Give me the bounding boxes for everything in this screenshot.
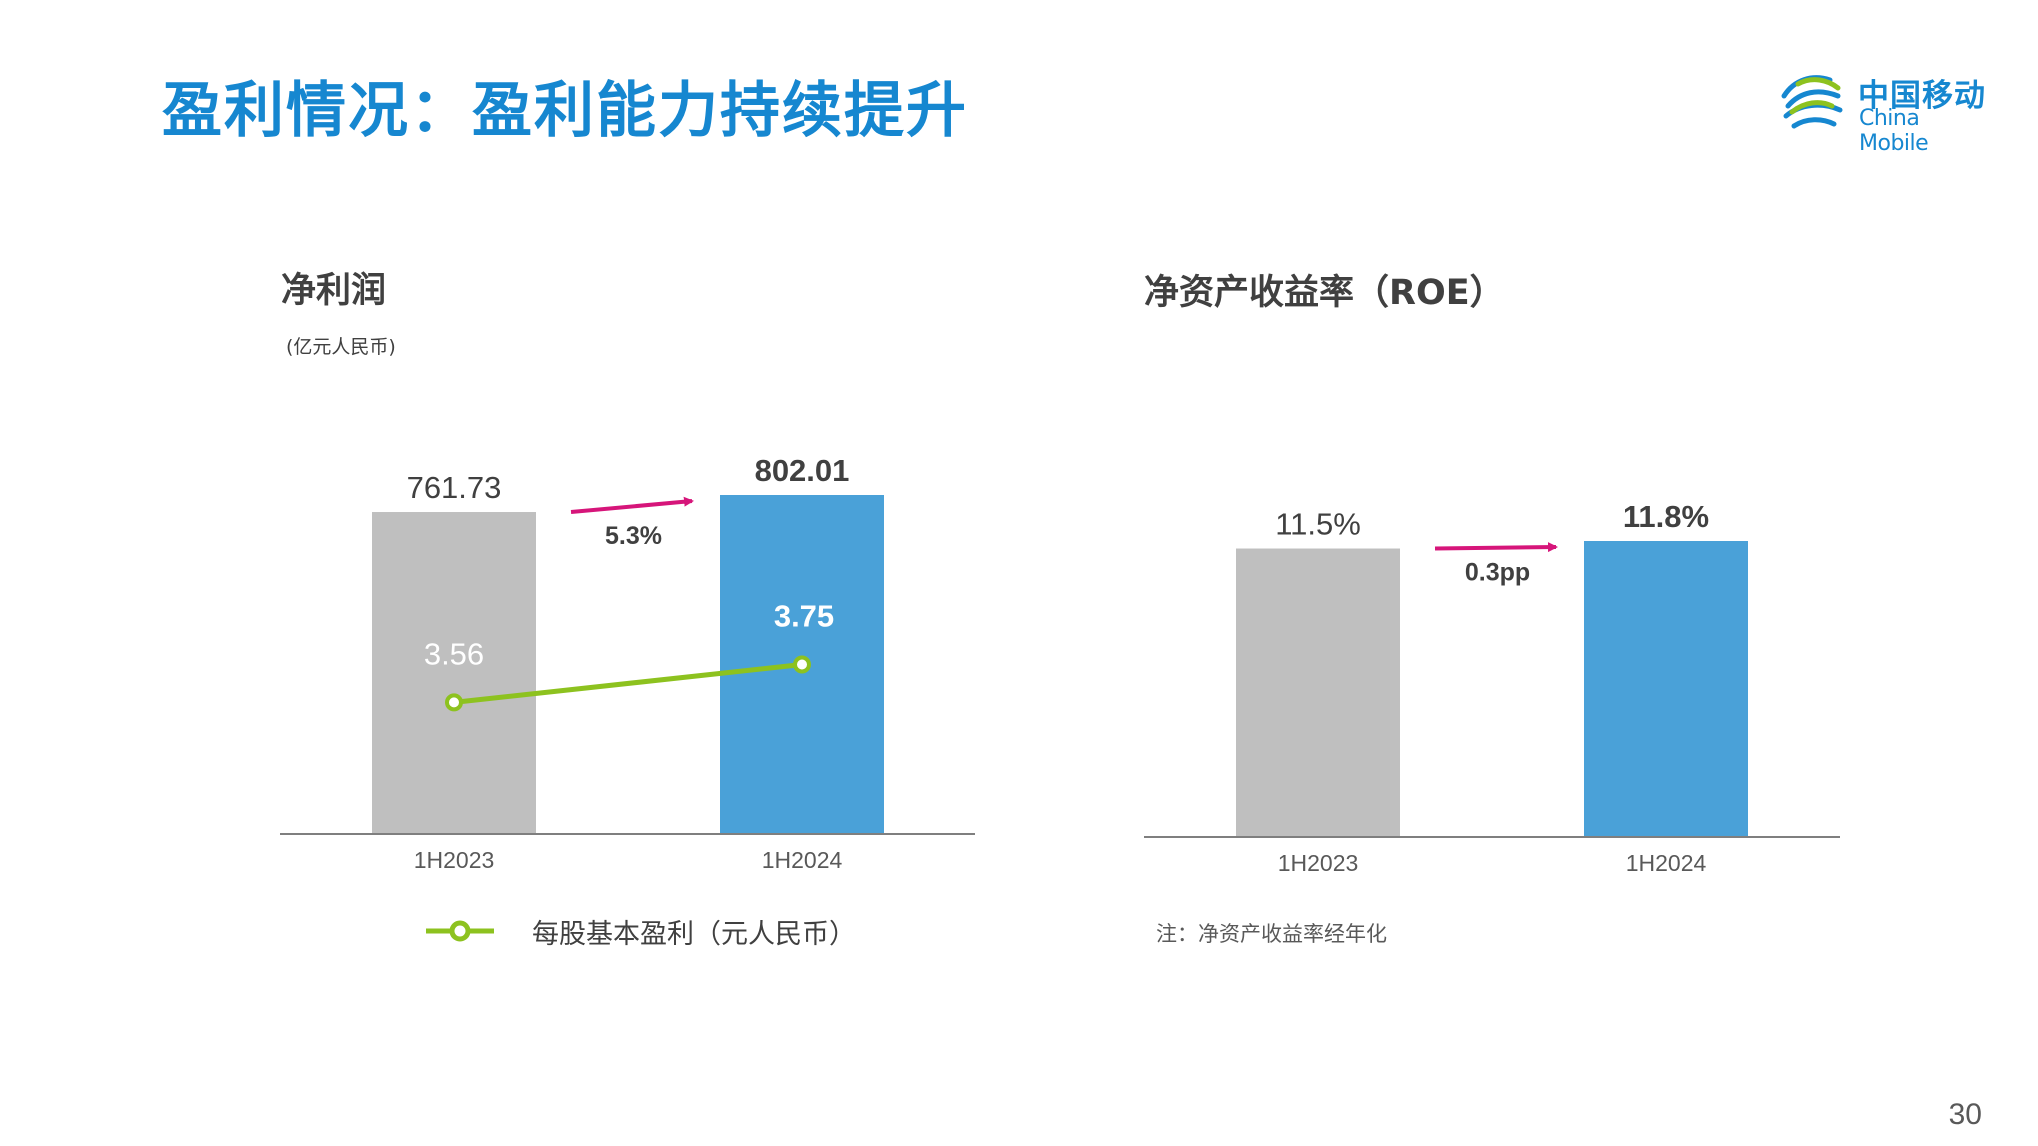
growth-arrow — [570, 496, 694, 515]
net-profit-chart-title: 净利润 — [281, 271, 387, 311]
china-mobile-logo-icon — [1781, 75, 1843, 129]
bar-value-label: 11.5% — [1275, 507, 1361, 542]
eps-point — [793, 655, 811, 674]
bar-value-label: 802.01 — [755, 453, 850, 488]
page-title: 盈利情况：盈利能力持续提升 — [162, 76, 968, 146]
growth-label: 5.3% — [605, 522, 662, 550]
bar-value-label: 11.8% — [1623, 499, 1709, 534]
net-profit-unit: (亿元人民币) — [286, 336, 396, 358]
eps-point — [445, 693, 463, 712]
growth-label: 0.3pp — [1465, 559, 1530, 587]
roe-chart-title: 净资产收益率（ROE） — [1144, 273, 1505, 313]
eps-value-label: 3.56 — [424, 636, 484, 671]
bar-1h2023 — [1236, 548, 1400, 837]
company-logo: 中国移动 China Mobile — [1778, 66, 1988, 156]
eps-legend-label: 每股基本盈利（元人民币） — [532, 919, 856, 950]
bar-1h2024 — [1584, 541, 1748, 837]
eps-value-label: 3.75 — [774, 599, 834, 634]
x-tick-label: 1H2024 — [1626, 850, 1707, 876]
page-number: 30 — [1948, 1098, 1982, 1131]
roe-footnote: 注：净资产收益率经年化 — [1156, 922, 1387, 946]
eps-legend-line-icon — [426, 920, 494, 942]
logo-text-en: China Mobile — [1859, 106, 1929, 156]
x-tick-label: 1H2024 — [762, 847, 843, 873]
x-tick-label: 1H2023 — [1278, 850, 1359, 876]
eps-line — [453, 662, 803, 705]
logo-text-cn: 中国移动 — [1858, 78, 1986, 114]
growth-arrow — [1434, 542, 1558, 553]
bar-1h2023 — [372, 512, 536, 834]
bar-value-label: 761.73 — [407, 470, 502, 505]
x-tick-label: 1H2023 — [414, 847, 495, 873]
